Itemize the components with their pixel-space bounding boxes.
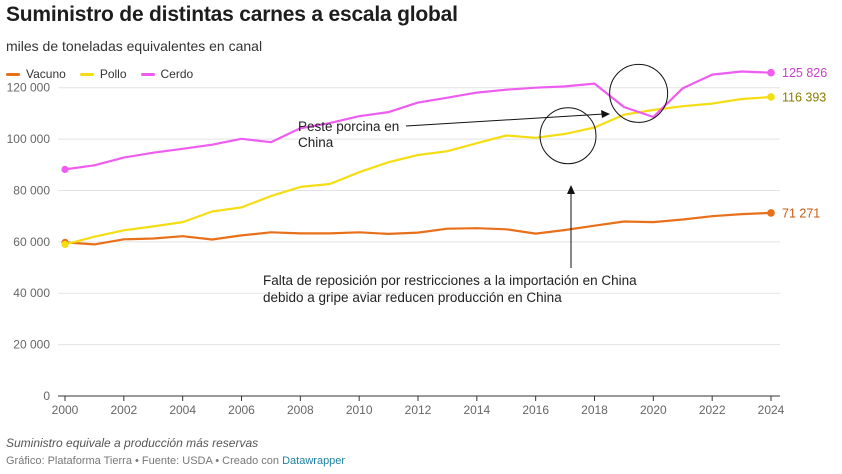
x-tick-label: 2018	[581, 403, 608, 417]
annotation-circle-peste-porcina	[609, 63, 669, 123]
x-tick-label: 2002	[110, 403, 137, 417]
legend-swatch-pollo	[79, 72, 94, 76]
y-tick-label: 100 000	[7, 132, 51, 146]
annotation-text-peste-porcina: Peste porcina en	[298, 119, 399, 134]
x-tick-label: 2012	[405, 403, 432, 417]
legend-item-vacuno: Vacuno	[6, 67, 66, 81]
y-tick-label: 120 000	[7, 81, 51, 95]
annotation-arrow-peste-porcina	[405, 113, 605, 127]
chart-legend: Vacuno Pollo Cerdo	[6, 67, 193, 81]
annotation-text-gripe-aviar: debido a gripe aviar reducen producción …	[263, 290, 562, 305]
annotation-arrowhead-gripe-aviar	[567, 185, 575, 194]
start-point-pollo	[61, 240, 69, 249]
x-tick-label: 2022	[699, 403, 726, 417]
series-line-vacuno	[64, 211, 772, 246]
annotation-circle-gripe-aviar	[539, 107, 597, 165]
end-point-pollo	[767, 93, 775, 101]
end-point-cerdo	[767, 68, 775, 77]
legend-label-cerdo: Cerdo	[160, 67, 194, 81]
x-tick-label: 2008	[287, 403, 314, 417]
legend-label-vacuno: Vacuno	[26, 67, 66, 81]
y-tick-label: 60 000	[13, 235, 50, 249]
annotation-text-gripe-aviar: Falta de reposición por restricciones a …	[263, 273, 637, 288]
legend-label-pollo: Pollo	[99, 67, 127, 81]
legend-item-pollo: Pollo	[79, 67, 127, 81]
series-line-cerdo	[64, 70, 772, 171]
y-tick-label: 40 000	[13, 286, 50, 300]
legend-swatch-vacuno	[6, 72, 20, 76]
y-tick-label: 20 000	[13, 338, 50, 352]
legend-item-cerdo: Cerdo	[140, 67, 194, 81]
x-tick-label: 2024	[758, 403, 785, 417]
x-tick-label: 2016	[522, 403, 549, 417]
datawrapper-link[interactable]: Datawrapper	[282, 455, 346, 467]
footer-credit: Gráfico: Plataforma Tierra • Fuente: USD…	[6, 455, 283, 467]
x-tick-label: 2004	[169, 403, 196, 417]
chart-footer: Gráfico: Plataforma Tierra • Fuente: USD…	[6, 455, 345, 467]
end-point-vacuno	[767, 209, 775, 217]
chart-note: Suministro equivale a producción más res…	[6, 436, 259, 450]
chart-title: Suministro de distintas carnes a escala …	[6, 3, 458, 26]
y-tick-label: 0	[43, 389, 50, 403]
annotation-arrowhead-peste-porcina	[601, 110, 610, 118]
legend-swatch-cerdo	[140, 72, 155, 76]
x-tick-label: 2014	[463, 403, 490, 417]
end-label-vacuno: 71 271	[782, 206, 820, 220]
x-tick-label: 2010	[346, 403, 373, 417]
end-label-cerdo: 125 826	[782, 66, 827, 80]
end-label-pollo: 116 393	[782, 90, 826, 104]
chart-subtitle: miles de toneladas equivalentes en canal	[6, 38, 263, 54]
x-tick-label: 2000	[52, 403, 79, 417]
start-point-cerdo	[61, 165, 69, 173]
x-tick-label: 2006	[228, 403, 255, 417]
x-tick-label: 2020	[640, 403, 667, 417]
series-line-pollo	[64, 95, 772, 246]
annotation-text-peste-porcina: China	[298, 135, 334, 150]
y-tick-label: 80 000	[13, 183, 50, 197]
